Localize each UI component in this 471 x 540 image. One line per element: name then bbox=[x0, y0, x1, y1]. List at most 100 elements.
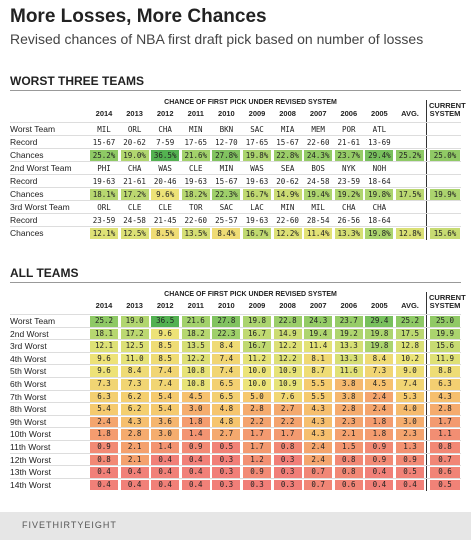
section-rule bbox=[10, 90, 461, 91]
table-cell: 0.3 bbox=[211, 478, 242, 492]
table-cell: 0.4 bbox=[119, 478, 150, 492]
row-label: 5th Worst bbox=[10, 366, 47, 377]
table-cell: 0.4 bbox=[89, 478, 119, 492]
column-header: AVG. bbox=[401, 109, 419, 118]
row-rule bbox=[10, 148, 461, 149]
column-header: CURRENT SYSTEM bbox=[429, 293, 466, 310]
row-label: 4th Worst bbox=[10, 353, 47, 364]
table-cell: 19.4 bbox=[303, 327, 334, 341]
table-cell: 25.0 bbox=[429, 315, 461, 328]
table-cell: 1.5 bbox=[333, 441, 364, 454]
row-label: 2nd Worst Team bbox=[10, 163, 72, 173]
table-cell: 0.4 bbox=[364, 478, 395, 492]
table-cell: 4.8 bbox=[211, 403, 242, 416]
row-label: 3rd Worst bbox=[10, 341, 47, 352]
table-cell: 11.6 bbox=[333, 365, 364, 378]
row-rule bbox=[10, 161, 461, 162]
table-cell: 8.1 bbox=[303, 352, 334, 366]
table-cell: 0.5 bbox=[429, 478, 461, 492]
row-label: Worst Team bbox=[10, 124, 56, 134]
row-label: 13th Worst bbox=[10, 467, 51, 478]
column-header: 2007 bbox=[309, 301, 327, 310]
table-cell: 7.4 bbox=[150, 378, 181, 391]
row-label: Worst Team bbox=[10, 316, 56, 326]
table-cell: 12.8% bbox=[395, 227, 425, 240]
column-header: 2009 bbox=[248, 301, 266, 310]
table-cell: 1.7 bbox=[242, 428, 272, 441]
row-rule bbox=[10, 122, 461, 123]
row-label: 2nd Worst bbox=[10, 328, 49, 339]
column-header: 2013 bbox=[126, 301, 143, 310]
row-label: Chances bbox=[10, 228, 44, 238]
column-divider bbox=[426, 292, 427, 492]
table-cell: 0.3 bbox=[211, 466, 242, 479]
row-label: Record bbox=[10, 176, 38, 186]
row-rule bbox=[10, 174, 461, 175]
subtitle: Revised chances of NBA first draft pick … bbox=[10, 31, 424, 47]
table-cell: 13.3% bbox=[333, 227, 364, 240]
table-cell: 16.7% bbox=[242, 227, 272, 240]
table-cell: 12.1% bbox=[89, 227, 119, 240]
column-header: 2008 bbox=[279, 109, 296, 118]
row-rule bbox=[10, 339, 461, 341]
row-label: Record bbox=[10, 215, 38, 225]
table-cell: 13.5% bbox=[180, 227, 211, 240]
table-caption: CHANCE OF FIRST PICK UNDER REVISED SYSTE… bbox=[164, 99, 337, 106]
row-rule bbox=[10, 351, 461, 353]
column-header: 2010 bbox=[218, 301, 235, 310]
row-label: 14th Worst bbox=[10, 479, 51, 490]
row-label: Record bbox=[10, 137, 38, 147]
row-label: 11th Worst bbox=[10, 442, 51, 452]
row-label: 12th Worst bbox=[10, 454, 51, 465]
row-rule bbox=[10, 477, 461, 479]
table-cell: 12.5% bbox=[119, 227, 150, 240]
column-header: 2011 bbox=[187, 109, 204, 118]
column-header: 2012 bbox=[156, 109, 174, 118]
table-cell: 10.8 bbox=[180, 365, 211, 378]
table-cell: 12.8 bbox=[395, 340, 425, 353]
row-label: 9th Worst bbox=[10, 416, 47, 427]
column-header: 2013 bbox=[126, 109, 143, 118]
column-header: AVG. bbox=[401, 301, 419, 310]
row-rule bbox=[10, 427, 461, 429]
column-header: 2009 bbox=[248, 109, 266, 118]
row-label: 8th Worst bbox=[10, 404, 47, 415]
table-cell: 0.6 bbox=[333, 478, 364, 492]
column-header: 2014 bbox=[95, 109, 113, 118]
brand: FIVETHIRTYEIGHT bbox=[22, 520, 117, 530]
row-rule bbox=[10, 326, 461, 328]
row-rule bbox=[10, 187, 461, 188]
column-divider bbox=[426, 100, 427, 240]
table-cell: 7.3 bbox=[364, 365, 395, 378]
table-cell: 5.0 bbox=[242, 390, 272, 404]
row-rule bbox=[10, 364, 461, 366]
row-rule bbox=[10, 135, 461, 136]
table-caption: CHANCE OF FIRST PICK UNDER REVISED SYSTE… bbox=[164, 291, 337, 298]
row-rule bbox=[10, 213, 461, 214]
table-cell: 12.2% bbox=[272, 227, 303, 240]
row-rule bbox=[10, 200, 461, 201]
column-header: 2005 bbox=[371, 109, 388, 118]
row-label: 6th Worst bbox=[10, 379, 47, 389]
table-cell: 17.5% bbox=[395, 188, 425, 201]
row-rule bbox=[10, 402, 461, 404]
table-cell: 0.3 bbox=[242, 478, 272, 492]
column-header: 2008 bbox=[279, 301, 296, 310]
table-cell: 0.4 bbox=[150, 478, 181, 492]
table-cell: 10.9 bbox=[272, 378, 303, 391]
column-header: 2007 bbox=[309, 109, 327, 118]
row-rule bbox=[10, 440, 461, 441]
table-cell: 19.8% bbox=[364, 227, 395, 240]
column-header: 2006 bbox=[340, 109, 358, 118]
row-rule bbox=[10, 389, 461, 391]
row-rule bbox=[10, 314, 461, 315]
table-cell: 2.3 bbox=[395, 428, 425, 441]
table-cell: 0.9 bbox=[89, 441, 119, 454]
row-rule bbox=[10, 377, 461, 378]
table-cell: 0.4 bbox=[180, 478, 211, 492]
table-cell: 8.4% bbox=[211, 227, 242, 240]
table-cell: 7.4 bbox=[211, 352, 242, 366]
title: More Losses, More Chances bbox=[10, 6, 267, 27]
row-label: 7th Worst bbox=[10, 391, 47, 402]
